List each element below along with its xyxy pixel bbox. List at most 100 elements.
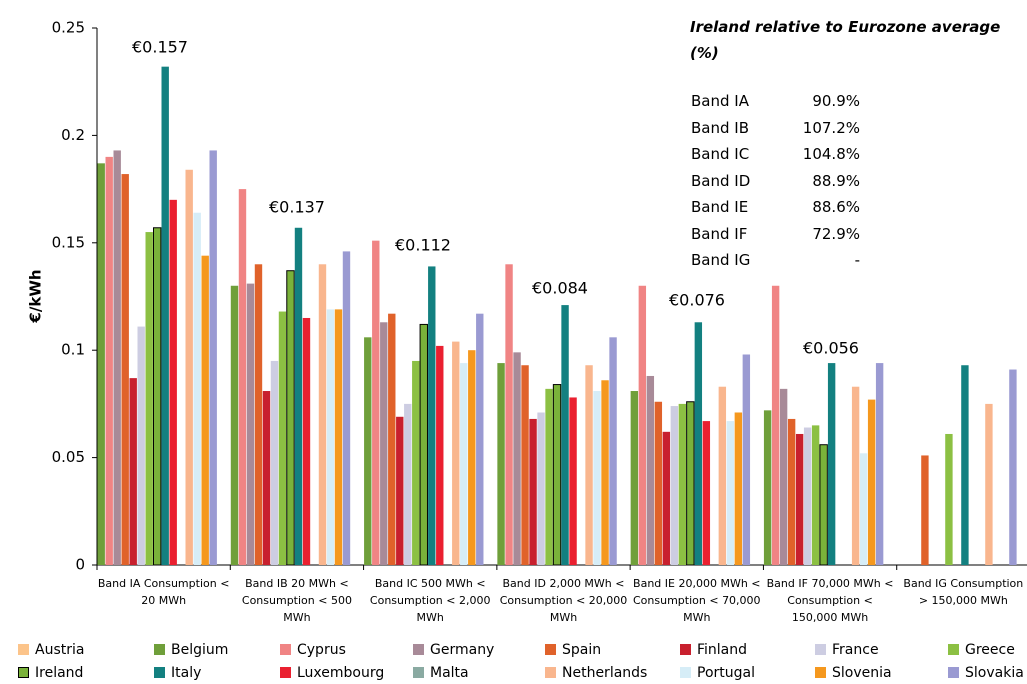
annotation: €0.076	[669, 291, 725, 310]
bar	[646, 375, 655, 565]
bar	[105, 156, 113, 565]
legend-label: Portugal	[697, 665, 755, 681]
bar	[771, 285, 780, 565]
bar	[827, 363, 836, 565]
legend-item: Malta	[413, 665, 469, 681]
legend-label: France	[832, 642, 879, 658]
bar	[638, 285, 647, 565]
legend-item: Netherlands	[545, 665, 647, 681]
bar	[678, 403, 687, 565]
bar	[404, 403, 412, 565]
annotation: €0.137	[269, 198, 325, 217]
y-tick-label: 0	[75, 556, 85, 574]
annotation: €0.084	[532, 279, 588, 298]
bar	[185, 169, 193, 565]
legend-item: Germany	[413, 642, 494, 658]
bar	[209, 150, 217, 565]
bar	[129, 378, 137, 565]
legend-label: Luxembourg	[297, 665, 385, 681]
legend-label: Finland	[697, 642, 748, 658]
side-value: 88.6%	[812, 198, 860, 216]
side-value: 90.9%	[812, 92, 860, 110]
bar	[121, 174, 129, 565]
bar	[388, 313, 396, 565]
bar	[867, 399, 876, 565]
bar	[364, 337, 372, 565]
bar	[254, 264, 263, 565]
bar	[694, 322, 703, 565]
bar	[419, 323, 428, 566]
side-value: 72.9%	[812, 224, 860, 243]
legend-swatch	[545, 644, 556, 655]
side-title: Ireland relative to Eurozone average (%)	[690, 18, 1001, 62]
y-tick-label: 0.2	[61, 126, 85, 144]
side-value: 88.9%	[812, 171, 860, 190]
y-tick-label: 0.1	[61, 341, 85, 359]
legend-swatch	[815, 644, 826, 655]
legend-swatch	[280, 667, 291, 678]
bar	[859, 453, 868, 565]
legend-item: Portugal	[680, 665, 755, 681]
legend-label: Cyprus	[297, 642, 346, 658]
bar	[670, 406, 679, 565]
bar	[262, 391, 271, 565]
bar	[278, 311, 287, 565]
bar	[246, 283, 255, 565]
bar	[270, 360, 279, 565]
legend-swatch	[413, 667, 424, 678]
legend-item: Cyprus	[280, 642, 346, 658]
legend-label: Netherlands	[562, 665, 648, 681]
bar	[961, 365, 969, 565]
y-axis-label: €/kWh	[27, 269, 45, 323]
bar	[529, 418, 537, 565]
bar	[318, 264, 327, 565]
legend-label: Malta	[430, 665, 469, 681]
bar	[763, 410, 772, 565]
bar	[412, 360, 420, 565]
bar	[686, 401, 695, 566]
bar	[1009, 369, 1017, 565]
bar	[326, 309, 335, 565]
side-band: Band IC	[691, 145, 750, 163]
bar	[742, 354, 751, 565]
legend-label: Ireland	[35, 665, 84, 681]
bar	[985, 403, 993, 565]
legend-label: Spain	[562, 642, 602, 658]
bar	[201, 255, 209, 566]
bar	[238, 189, 247, 565]
bar	[153, 227, 162, 566]
bar	[286, 270, 295, 566]
legend-label: Greece	[965, 642, 1015, 658]
legend-swatch	[948, 667, 959, 678]
bar	[468, 350, 476, 565]
x-tick-label: Band IF 70,000 MWh < Consumption < 150,0…	[766, 577, 894, 624]
legend-item: Finland	[680, 642, 747, 658]
legend-item: Luxembourg	[280, 665, 384, 681]
x-tick-label: Band ID 2,000 MWh < Consumption < 20,000…	[499, 577, 628, 624]
bar	[476, 313, 484, 565]
bar	[662, 431, 671, 565]
bar	[521, 365, 529, 565]
legend-swatch	[413, 644, 424, 655]
legend-item: Italy	[154, 665, 201, 681]
annotation: €0.157	[132, 38, 188, 57]
bar	[169, 199, 177, 565]
bar	[497, 363, 505, 565]
bar	[734, 412, 743, 565]
legend-swatch	[18, 644, 29, 655]
legend-swatch	[154, 644, 165, 655]
bar	[945, 433, 953, 565]
bar	[380, 322, 388, 565]
bar	[513, 352, 521, 565]
legend-label: Germany	[430, 642, 495, 658]
bar	[372, 240, 380, 566]
legend-item: Slovakia	[948, 665, 1024, 681]
bar	[630, 391, 639, 565]
legend-item: Ireland	[18, 665, 83, 681]
bar	[561, 305, 569, 565]
y-tick-label: 0.25	[52, 19, 85, 37]
legend-swatch	[280, 644, 291, 655]
bar	[161, 66, 169, 565]
bar	[294, 227, 303, 565]
